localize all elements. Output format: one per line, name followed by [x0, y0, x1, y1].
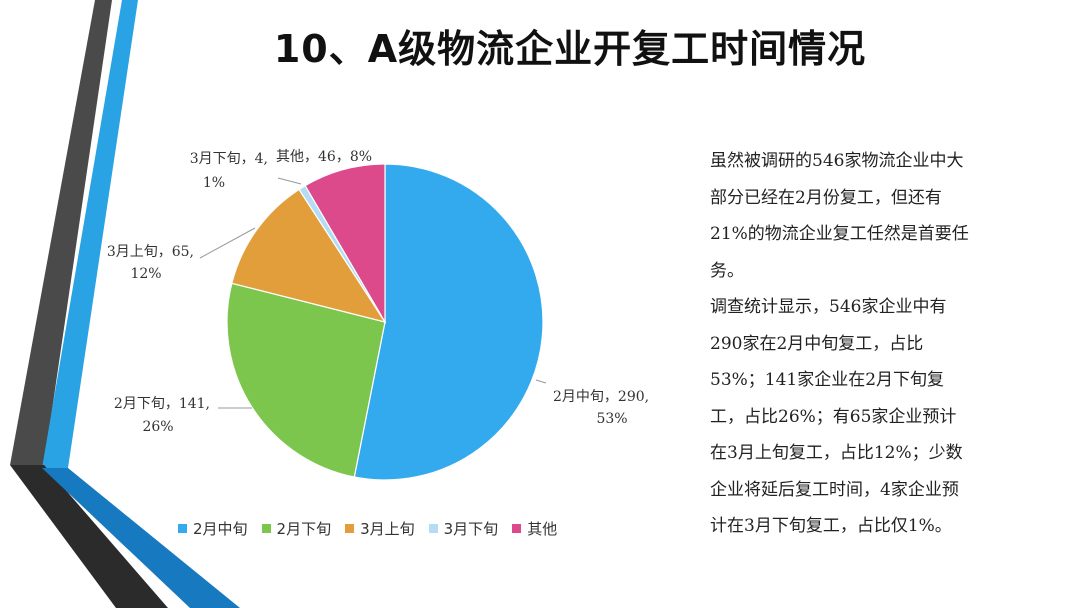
- pie-slice-2月中旬: [353, 163, 544, 481]
- data-label-3月下旬-line1: 3月下旬，4,: [190, 151, 268, 167]
- blue-lower-stripe: [42, 468, 240, 608]
- data-label-3月下旬-line2: 1%: [203, 175, 225, 191]
- description-text: 虽然被调研的546家物流企业中大部分已经在2月份复工，但还有21%的物流企业复工…: [710, 143, 972, 545]
- dark-gray-stripe: [10, 0, 112, 465]
- legend-label-3月上旬: 3月上旬: [360, 520, 415, 538]
- pie-slice-3月上旬: [231, 188, 387, 323]
- blue-stripe: [42, 0, 138, 468]
- data-label-2月中旬-line1: 2月中旬，290,: [553, 389, 649, 405]
- pie-slice-2月下旬: [226, 282, 386, 478]
- legend-item-2月中旬: 2月中旬: [178, 518, 248, 539]
- leader-line-2月中旬: [535, 379, 547, 384]
- data-label-其他: 其他，46，8%: [276, 149, 372, 165]
- legend-swatch-2月下旬: [261, 524, 271, 533]
- legend-item-3月下旬: 3月下旬: [428, 518, 499, 539]
- legend-item-3月上旬: 3月上旬: [345, 518, 415, 539]
- data-label-2月下旬-line1: 2月下旬，141,: [114, 396, 210, 412]
- pie-chart: 2月中旬，290, 53% 2月下旬，141, 26% 3月上旬，65, 12%…: [107, 149, 649, 481]
- legend-label-2月下旬: 2月下旬: [276, 520, 332, 538]
- pie-slices: [226, 163, 544, 481]
- legend-label-其他: 其他: [527, 520, 558, 538]
- legend-label-2月中旬: 2月中旬: [193, 520, 248, 538]
- leader-line-3月下旬: [277, 177, 302, 185]
- chart-legend: 2月中旬 2月下旬 3月上旬 3月下旬 其他: [178, 518, 557, 539]
- legend-item-其他: 其他: [512, 518, 557, 539]
- description-paragraph-2: 调查统计显示，546家企业中有290家在2月中旬复工，占比53%；141家企业在…: [710, 297, 963, 536]
- data-label-3月上旬-line1: 3月上旬，65,: [107, 244, 194, 260]
- black-lower-stripe: [10, 465, 168, 608]
- legend-swatch-3月下旬: [428, 524, 438, 533]
- legend-swatch-3月上旬: [345, 524, 355, 533]
- data-label-2月中旬-line2: 53%: [596, 411, 627, 427]
- data-label-2月下旬-line2: 26%: [142, 419, 173, 435]
- legend-swatch-其他: [512, 524, 522, 533]
- page-title: 10、A级物流企业开复工时间情况: [273, 27, 867, 71]
- legend-item-2月下旬: 2月下旬: [261, 518, 332, 539]
- decorative-stripes: [10, 0, 240, 608]
- pie-slice-其他: [304, 163, 386, 325]
- legend-label-3月下旬: 3月下旬: [443, 520, 499, 538]
- data-label-3月上旬-line2: 12%: [130, 266, 161, 282]
- legend-swatch-2月中旬: [178, 524, 187, 533]
- description-paragraph-1: 虽然被调研的546家物流企业中大部分已经在2月份复工，但还有21%的物流企业复工…: [710, 151, 969, 281]
- leader-line-3月上旬: [199, 227, 256, 259]
